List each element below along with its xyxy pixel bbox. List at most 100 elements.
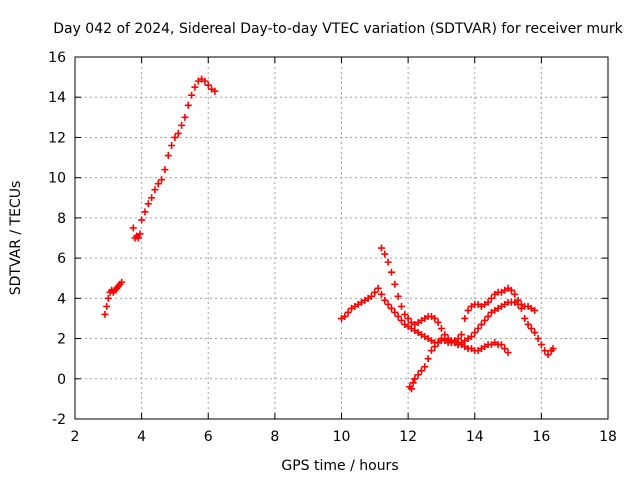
- data-point: [391, 308, 399, 316]
- data-point: [467, 333, 475, 341]
- data-point: [387, 268, 395, 276]
- data-point: [374, 284, 382, 292]
- data-point: [504, 349, 512, 357]
- data-point: [104, 294, 112, 302]
- y-tick-label: -2: [52, 412, 66, 428]
- data-point: [407, 385, 415, 393]
- data-point: [471, 329, 479, 337]
- data-point: [154, 180, 162, 188]
- data-point: [511, 290, 519, 298]
- data-series-1: [101, 278, 126, 318]
- data-point: [431, 343, 439, 351]
- data-point: [174, 129, 182, 137]
- data-point: [531, 329, 539, 337]
- data-point: [384, 258, 392, 266]
- y-tick-label: 6: [57, 251, 66, 267]
- data-point: [427, 347, 435, 355]
- data-point: [161, 166, 169, 174]
- data-point: [544, 351, 552, 359]
- data-point: [537, 341, 545, 349]
- data-point: [391, 280, 399, 288]
- data-point: [401, 310, 409, 318]
- axis-ticks: 2 4 6 8 10 12 14 16 18 -2 0 2 4 6 8 10 12 14 16: [48, 50, 617, 445]
- grid-lines: [75, 57, 608, 419]
- data-point: [367, 292, 375, 300]
- x-tick-label: 14: [466, 429, 484, 445]
- data-point: [481, 316, 489, 324]
- data-point: [191, 83, 199, 91]
- data-point: [414, 371, 422, 379]
- data-point: [371, 288, 379, 296]
- data-point: [409, 379, 417, 387]
- y-tick-label: 10: [48, 171, 66, 187]
- data-point: [377, 244, 385, 252]
- y-tick-label: 14: [48, 90, 66, 106]
- data-point: [138, 216, 146, 224]
- x-axis-label: GPS time / hours: [281, 458, 398, 474]
- data-point: [421, 363, 429, 371]
- data-point: [434, 339, 442, 347]
- data-point: [148, 194, 156, 202]
- data-point: [101, 310, 109, 318]
- data-point: [381, 250, 389, 258]
- data-point: [434, 318, 442, 326]
- data-point: [397, 302, 405, 310]
- data-point: [164, 152, 172, 160]
- data-point: [387, 304, 395, 312]
- data-point: [103, 302, 111, 310]
- x-tick-label: 8: [270, 429, 279, 445]
- data-point: [394, 312, 402, 320]
- data-point: [118, 278, 126, 286]
- data-point: [534, 335, 542, 343]
- data-point: [521, 314, 529, 322]
- data-point: [397, 316, 405, 324]
- y-tick-label: 8: [57, 211, 66, 227]
- data-point: [181, 113, 189, 121]
- data-point: [129, 224, 137, 232]
- data-point: [384, 300, 392, 308]
- data-point: [341, 312, 349, 320]
- data-point: [417, 367, 425, 375]
- x-tick-label: 4: [137, 429, 146, 445]
- data-point: [541, 347, 549, 355]
- data-point: [464, 306, 472, 314]
- data-point: [484, 312, 492, 320]
- data-point: [527, 325, 535, 332]
- data-series-2: [129, 75, 219, 242]
- data-point: [531, 306, 539, 314]
- data-points: [101, 75, 557, 393]
- data-point: [457, 331, 465, 339]
- y-tick-label: 0: [57, 372, 66, 388]
- data-point: [188, 91, 196, 99]
- data-point: [377, 290, 385, 298]
- data-point: [144, 200, 152, 208]
- data-point: [437, 325, 445, 332]
- data-point: [524, 320, 532, 328]
- data-point: [158, 176, 166, 184]
- data-point: [168, 141, 176, 149]
- data-point: [201, 77, 209, 85]
- data-point: [141, 208, 149, 216]
- x-tick-label: 16: [532, 429, 550, 445]
- chart-title: Day 042 of 2024, Sidereal Day-to-day VTE…: [53, 21, 623, 37]
- y-tick-label: 2: [57, 332, 66, 348]
- data-point: [514, 296, 522, 304]
- data-series-5: [406, 284, 557, 393]
- data-point: [344, 308, 352, 316]
- data-point: [424, 355, 432, 363]
- data-point: [487, 294, 495, 302]
- data-point: [211, 87, 219, 95]
- data-point: [497, 341, 505, 349]
- y-tick-label: 4: [57, 291, 66, 307]
- data-point: [411, 375, 419, 383]
- data-point: [171, 133, 179, 141]
- data-point: [517, 304, 525, 312]
- y-axis-label: SDTVAR / TECUs: [8, 181, 24, 296]
- x-tick-label: 18: [599, 429, 617, 445]
- data-point: [549, 345, 557, 353]
- data-point: [461, 314, 469, 322]
- data-point: [134, 234, 142, 242]
- x-tick-label: 12: [399, 429, 417, 445]
- data-point: [507, 286, 515, 294]
